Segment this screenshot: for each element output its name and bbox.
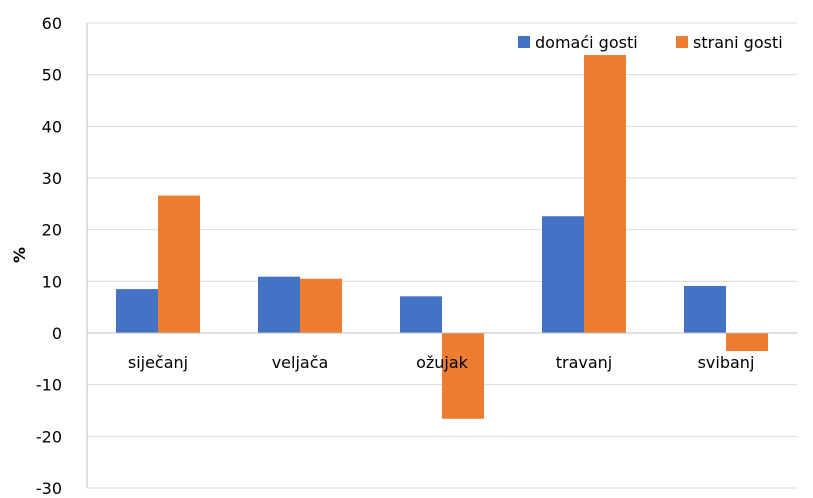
category-label: travanj [556,353,613,372]
legend-label: domaći gosti [535,33,638,52]
y-tick-label: 60 [42,14,62,33]
bar-foreign [584,55,626,334]
y-tick-label: -20 [36,427,62,446]
y-axis-title: % [10,247,29,263]
category-labels: siječanj veljača ožujak travanj svibanj [128,353,755,372]
category-label: siječanj [128,353,188,372]
y-tick-label: 10 [42,272,62,291]
y-tick-label: 40 [42,117,62,136]
bar-domestic [400,296,442,333]
y-tick-label: -10 [36,376,62,395]
legend-swatch [676,36,688,48]
y-tick-labels: -30 -20 -10 0 10 20 30 40 50 60 [36,14,62,498]
legend-label: strani gosti [693,33,783,52]
axes [86,23,797,488]
legend-swatch [518,36,530,48]
bars [116,55,768,419]
bar-foreign [158,195,200,333]
bar-foreign [300,278,342,333]
bar-domestic [258,276,300,333]
bar-foreign [726,333,768,352]
bar-foreign [442,333,484,419]
bar-domestic [542,216,584,333]
bar-domestic [116,289,158,333]
y-tick-label: -30 [36,479,62,498]
y-tick-label: 50 [42,66,62,85]
category-label: veljača [272,353,329,372]
y-tick-label: 30 [42,169,62,188]
y-tick-label: 20 [42,221,62,240]
category-label: ožujak [416,353,469,372]
category-label: svibanj [698,353,755,372]
bar-domestic [684,285,726,333]
legend: domaći gosti strani gosti [518,33,783,52]
y-tick-label: 0 [52,324,62,343]
